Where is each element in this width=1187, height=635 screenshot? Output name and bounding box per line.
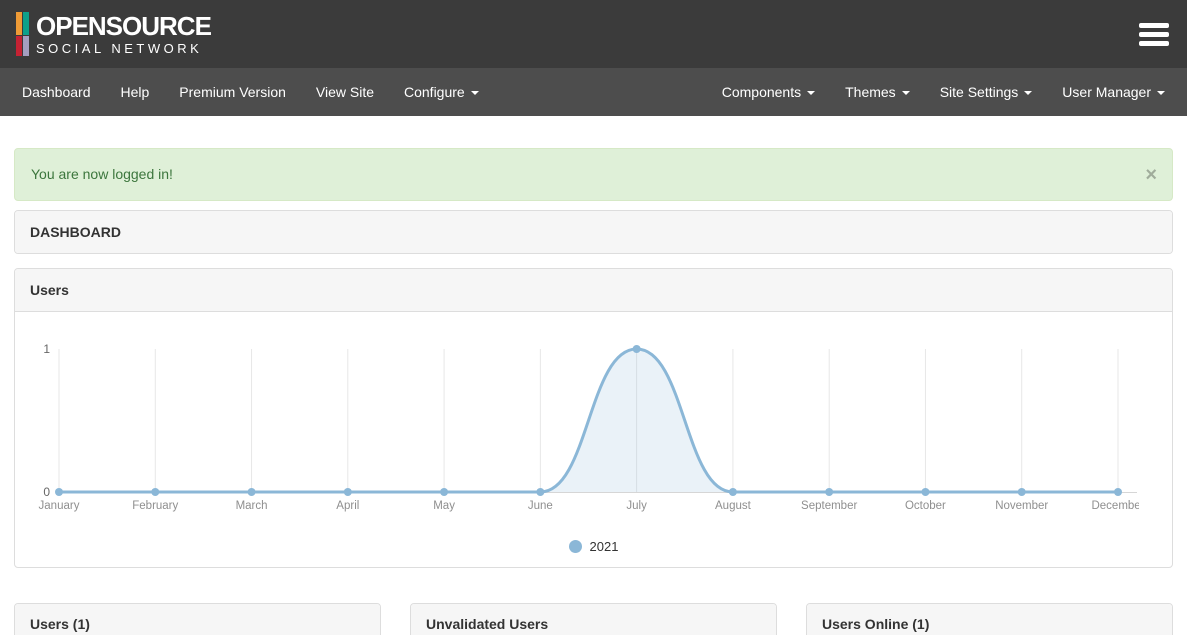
x-axis-month-label: December <box>1091 500 1139 512</box>
users-line-chart: 0 1 January February March April May June July Au… <box>39 342 1145 512</box>
panel-users-1: Users (1) <box>14 603 381 635</box>
chart-legend-item-2021[interactable]: 2021 <box>30 538 1157 554</box>
panel-unvalidated-users: Unvalidated Users <box>410 603 777 635</box>
admin-navbar: Dashboard Help Premium Version View Site Con… <box>0 68 1187 116</box>
logo-title: OPENSOURCE <box>36 11 212 41</box>
data-point-marker <box>536 488 545 496</box>
nav-item-view-site[interactable]: View Site <box>301 68 389 116</box>
nav-item-label: Premium Version <box>179 84 286 100</box>
x-axis-month-label: September <box>801 500 857 512</box>
data-point-marker <box>440 488 449 496</box>
data-point-marker <box>151 488 160 496</box>
x-axis-month-label: January <box>39 500 80 512</box>
nav-item-components[interactable]: Components <box>707 68 830 116</box>
nav-item-label: Help <box>120 84 150 100</box>
chevron-down-icon <box>470 91 479 95</box>
nav-item-themes[interactable]: Themes <box>830 68 925 116</box>
x-axis-month-label: June <box>528 500 553 512</box>
bottom-panels-row: Users (1) Unvalidated Users Users Online (… <box>14 603 1173 635</box>
nav-item-dashboard[interactable]: Dashboard <box>7 68 106 116</box>
hamburger-menu-icon[interactable] <box>1137 15 1171 54</box>
nav-item-label: Dashboard <box>22 84 91 100</box>
navbar-right-menu: Components Themes Site Settings User Manage… <box>707 68 1180 116</box>
legend-label: 2021 <box>589 538 619 554</box>
data-point-marker <box>825 488 834 496</box>
panel-users-online-1: Users Online (1) <box>806 603 1173 635</box>
logo-subtitle: SOCIAL NETWORK <box>36 41 203 56</box>
logo-color-bars-icon <box>16 12 29 56</box>
x-axis-month-label: March <box>236 500 268 512</box>
panel-title: Unvalidated Users <box>411 604 776 635</box>
chevron-down-icon <box>1024 91 1033 95</box>
nav-item-help[interactable]: Help <box>106 68 165 116</box>
panel-title: Users Online (1) <box>807 604 1172 635</box>
top-header-bar: OPENSOURCE SOCIAL NETWORK <box>0 0 1187 68</box>
y-axis-tick-label: 0 <box>43 485 50 499</box>
nav-item-configure[interactable]: Configure <box>389 68 494 116</box>
chevron-down-icon <box>807 91 816 95</box>
data-point-marker <box>343 488 352 496</box>
hamburger-bar <box>1139 40 1169 46</box>
data-point-marker <box>728 488 737 496</box>
nav-item-label: Configure <box>404 84 465 100</box>
panel-title: Users (1) <box>15 604 380 635</box>
x-axis-month-label: May <box>433 500 455 512</box>
users-chart-body: 0 1 January February March April May June July Au… <box>15 312 1172 567</box>
data-point-marker <box>921 488 930 496</box>
main-content: You are now logged in! × DASHBOARD Users… <box>0 116 1187 635</box>
nav-item-user-manager[interactable]: User Manager <box>1047 68 1180 116</box>
nav-item-label: Site Settings <box>939 84 1019 100</box>
chevron-down-icon <box>901 91 910 95</box>
x-axis-month-label: August <box>715 500 752 512</box>
data-point-marker <box>247 488 256 496</box>
data-point-marker <box>1114 488 1122 496</box>
site-logo[interactable]: OPENSOURCE SOCIAL NETWORK <box>16 11 212 56</box>
users-chart-panel: Users 0 1 January February March April May June… <box>14 268 1173 568</box>
nav-item-label: User Manager <box>1062 84 1151 100</box>
logo-bar-orange <box>16 12 22 36</box>
logo-bar-red <box>16 36 22 56</box>
navbar-left-menu: Dashboard Help Premium Version View Site Con… <box>7 68 494 116</box>
y-axis-tick-label: 1 <box>43 342 50 356</box>
x-axis-month-label: October <box>905 500 946 512</box>
alert-message: You are now logged in! <box>31 166 173 182</box>
close-icon[interactable]: × <box>1145 163 1157 186</box>
chevron-down-icon <box>1157 91 1165 95</box>
x-axis-month-label: April <box>336 500 359 512</box>
login-success-alert: You are now logged in! × <box>14 148 1173 201</box>
data-point-marker <box>55 488 63 496</box>
logo-bar-teal <box>23 12 29 36</box>
users-panel-title: Users <box>15 269 1172 312</box>
hamburger-bar <box>1139 22 1169 28</box>
nav-item-label: View Site <box>315 84 374 100</box>
logo-text: OPENSOURCE SOCIAL NETWORK <box>36 11 212 56</box>
page-heading-panel: DASHBOARD <box>14 210 1173 254</box>
nav-item-label: Themes <box>845 84 896 100</box>
page-title: DASHBOARD <box>15 211 1172 253</box>
data-point-marker <box>1017 488 1026 496</box>
nav-item-premium-version[interactable]: Premium Version <box>164 68 301 116</box>
x-axis-month-label: February <box>132 500 178 512</box>
data-point-marker <box>632 345 641 353</box>
logo-bar-lavender <box>23 36 29 56</box>
x-axis-month-label: July <box>626 500 647 512</box>
nav-item-site-settings[interactable]: Site Settings <box>925 68 1048 116</box>
hamburger-bar <box>1139 31 1169 37</box>
nav-item-label: Components <box>721 84 802 100</box>
x-axis-month-label: November <box>995 500 1048 512</box>
legend-marker-icon <box>568 539 582 553</box>
